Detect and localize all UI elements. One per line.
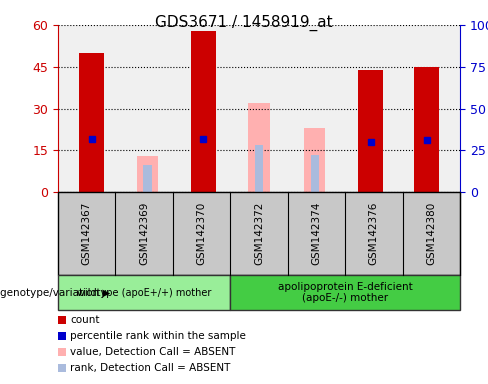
Bar [304, 128, 325, 192]
Text: GSM142372: GSM142372 [254, 202, 264, 265]
Text: GDS3671 / 1458919_at: GDS3671 / 1458919_at [155, 15, 333, 31]
Bar [311, 155, 319, 192]
Text: apolipoprotein E-deficient
(apoE-/-) mother: apolipoprotein E-deficient (apoE-/-) mot… [278, 282, 412, 303]
Text: GSM142369: GSM142369 [139, 202, 149, 265]
Bar [358, 70, 383, 192]
Text: percentile rank within the sample: percentile rank within the sample [70, 331, 246, 341]
Bar [414, 67, 439, 192]
Text: value, Detection Call = ABSENT: value, Detection Call = ABSENT [70, 347, 235, 357]
Bar [79, 53, 104, 192]
Text: wildtype (apoE+/+) mother: wildtype (apoE+/+) mother [77, 288, 211, 298]
Bar [137, 156, 158, 192]
Text: GSM142374: GSM142374 [311, 202, 322, 265]
Text: GSM142380: GSM142380 [427, 202, 436, 265]
Bar [191, 31, 216, 192]
Text: rank, Detection Call = ABSENT: rank, Detection Call = ABSENT [70, 363, 230, 373]
Text: GSM142367: GSM142367 [81, 202, 92, 265]
Text: GSM142370: GSM142370 [197, 202, 206, 265]
Text: count: count [70, 315, 100, 325]
Bar [248, 103, 269, 192]
Bar [255, 145, 263, 192]
Text: GSM142376: GSM142376 [369, 202, 379, 265]
Bar [143, 165, 151, 192]
Text: genotype/variation ▶: genotype/variation ▶ [0, 288, 110, 298]
